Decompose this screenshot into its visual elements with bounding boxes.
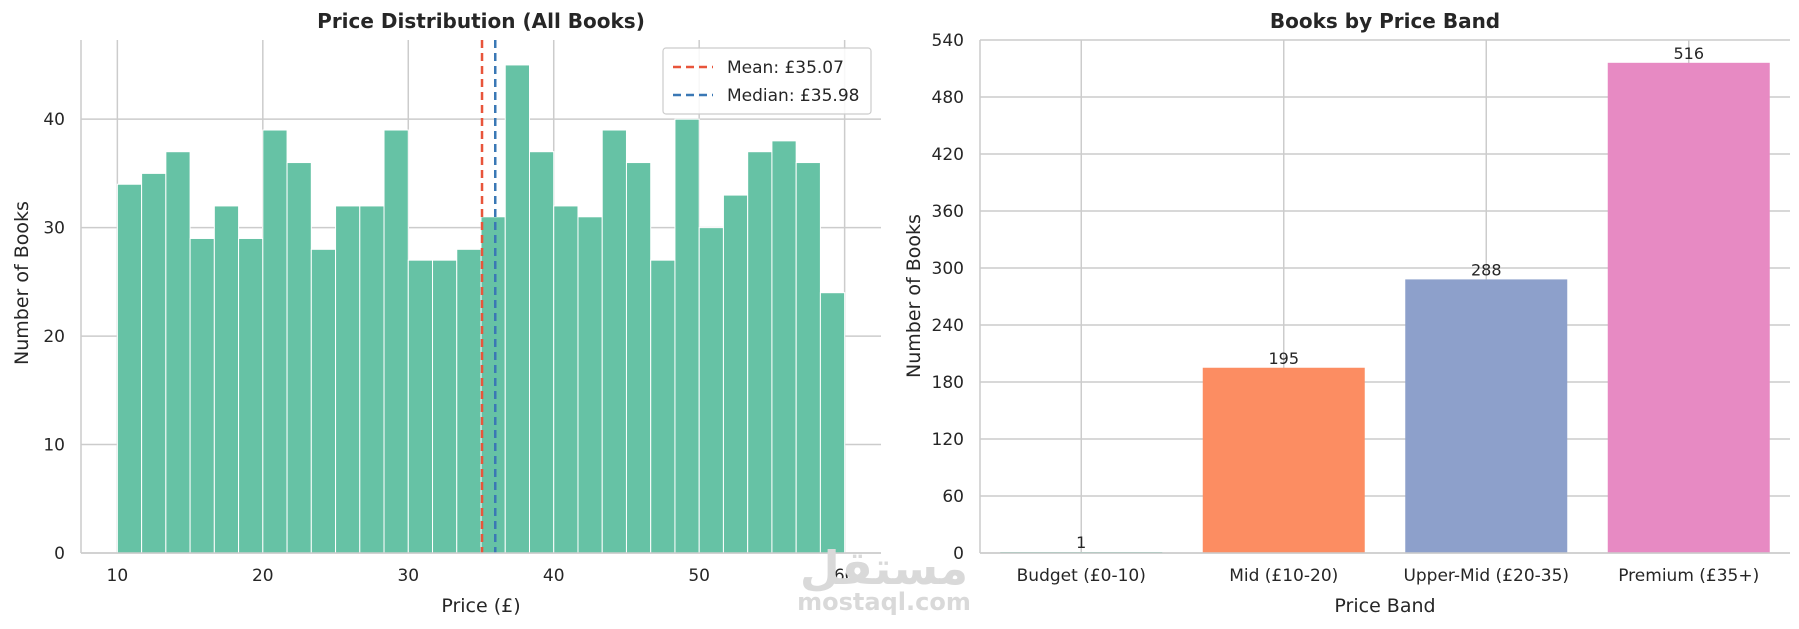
category-tick-label: Budget (£0-10) [1017, 566, 1146, 586]
x-tick-label: 20 [252, 566, 274, 586]
histogram-bar [213, 205, 240, 554]
bar-value-label: 288 [1471, 260, 1502, 279]
price-band-x-label: Price Band [1334, 595, 1435, 617]
histogram-bar [189, 237, 215, 554]
histogram-x-label: Price (£) [441, 595, 520, 617]
histogram-bar [116, 183, 143, 554]
y-tick-label: 0 [54, 544, 65, 564]
histogram-bar [674, 118, 700, 554]
y-tick-label: 10 [43, 436, 65, 456]
x-tick-label: 10 [107, 566, 129, 586]
histogram-axes [80, 40, 881, 554]
x-tick-label: 30 [397, 566, 419, 586]
category-tick-label: Mid (£10-20) [1229, 566, 1338, 586]
watermark-arabic: مستقل [800, 541, 968, 595]
price-band-bar [1202, 367, 1365, 553]
y-tick-label: 30 [43, 219, 65, 239]
category-tick-label: Upper-Mid (£20-35) [1403, 566, 1569, 586]
histogram-bar [359, 205, 385, 554]
histogram-bar [771, 140, 797, 554]
x-tick-label: 60 [834, 566, 856, 586]
y-tick-label: 180 [932, 373, 964, 393]
histogram-bar [432, 259, 458, 554]
histogram-bar [383, 129, 409, 554]
histogram-bar [528, 151, 555, 554]
histogram-bar [407, 259, 434, 554]
histogram-bar [335, 205, 361, 554]
histogram-bar [310, 248, 337, 554]
bar-value-label: 195 [1268, 349, 1299, 368]
category-tick-label: Premium (£35+) [1618, 566, 1759, 586]
histogram-bars [116, 64, 846, 554]
reference-lines [480, 40, 497, 553]
y-tick-label: 300 [932, 259, 964, 279]
y-tick-label: 360 [932, 202, 964, 222]
histogram-title: Price Distribution (All Books) [317, 9, 645, 33]
histogram-bar [553, 205, 579, 554]
histogram-bar [819, 292, 846, 554]
histogram-bar [141, 172, 167, 554]
histogram-bar [504, 64, 530, 554]
histogram-y-label: Number of Books [11, 201, 33, 365]
histogram-bar [795, 162, 821, 554]
histogram-bar [698, 227, 724, 554]
price-band-y-label: Number of Books [903, 214, 925, 378]
histogram-bar [625, 162, 652, 554]
histogram-bar [480, 216, 506, 554]
histogram-chart: 10 20 30 40 50 60 0 10 20 30 40 Price Distribution… [11, 9, 881, 617]
y-tick-label: 240 [932, 316, 964, 336]
histogram-ticks: 10 20 30 40 50 60 0 10 20 30 40 [43, 110, 855, 586]
y-tick-label: 0 [953, 544, 964, 564]
watermark-latin: mostaql.com [797, 588, 971, 616]
price-band-ticks: 0 60 120 180 240 300 360 420 480 540 Budget (£0-10… [932, 31, 1760, 586]
bar-value-label: 516 [1673, 44, 1704, 63]
histogram-bar [165, 151, 191, 554]
y-tick-label: 40 [43, 110, 65, 130]
price-band-axes [979, 40, 1790, 554]
y-tick-label: 480 [932, 88, 964, 108]
price-band-value-labels: 1 195 288 516 [1076, 44, 1704, 552]
price-band-title: Books by Price Band [1270, 9, 1500, 33]
y-tick-label: 120 [932, 430, 964, 450]
price-band-bars [1000, 62, 1770, 554]
histogram-bar [286, 162, 312, 554]
price-band-bar [1607, 62, 1770, 554]
legend-mean-label: Mean: £35.07 [727, 58, 844, 78]
histogram-bar [577, 216, 603, 554]
histogram-legend: Mean: £35.07 Median: £35.98 [662, 47, 872, 115]
y-tick-label: 540 [932, 31, 964, 51]
legend-median-label: Median: £35.98 [727, 86, 859, 106]
y-tick-label: 60 [942, 487, 964, 507]
histogram-bar [456, 248, 482, 554]
y-tick-label: 20 [43, 327, 65, 347]
histogram-bar [601, 129, 627, 554]
histogram-bar [238, 237, 264, 554]
bar-value-label: 1 [1076, 533, 1086, 552]
x-tick-label: 40 [543, 566, 565, 586]
histogram-bar [650, 259, 676, 554]
legend-box [662, 47, 872, 115]
histogram-bar [262, 129, 288, 554]
histogram-bar [722, 194, 749, 554]
price-band-bar [1405, 279, 1568, 553]
x-tick-label: 50 [688, 566, 710, 586]
histogram-bar [747, 151, 773, 554]
watermark: مستقل mostaql.com [797, 541, 971, 616]
y-tick-label: 420 [932, 145, 964, 165]
price-band-chart: 0 60 120 180 240 300 360 420 480 540 Budget (£0-10… [903, 9, 1790, 617]
